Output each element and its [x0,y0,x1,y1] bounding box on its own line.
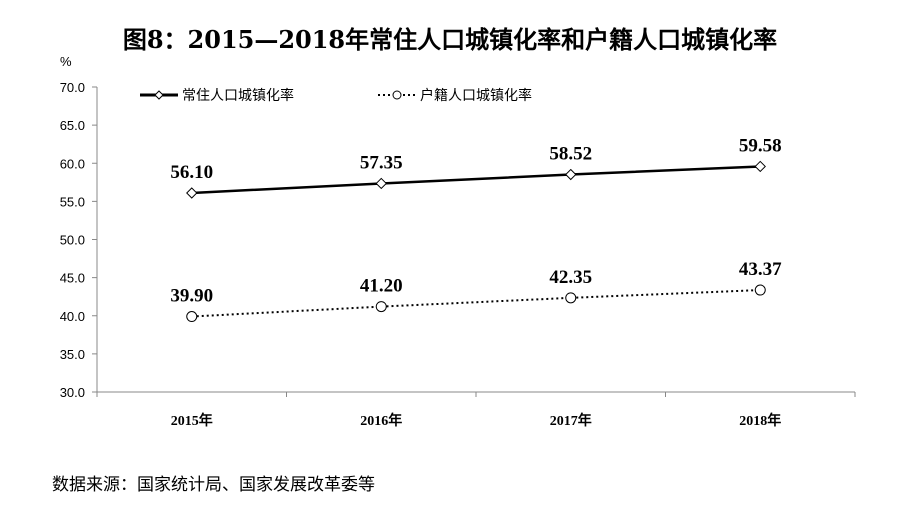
y-tick-label: 40.0 [60,309,85,324]
data-point [375,177,387,190]
y-tick-label: 30.0 [60,385,85,400]
series-line-2 [191,289,761,318]
y-tick-label: 70.0 [60,80,85,95]
data-point [186,311,198,323]
data-point [565,168,577,181]
data-label: 56.10 [170,162,213,183]
data-label: 39.90 [170,286,213,307]
x-tick-label: 2017年 [550,412,592,429]
legend-label: 常住人口城镇化率 [182,87,294,104]
data-point [565,292,577,304]
x-tick-label: 2018年 [739,412,781,429]
y-tick-label: 60.0 [60,156,85,171]
data-label: 58.52 [549,144,592,165]
y-tick-label: 35.0 [60,347,85,362]
data-point [754,160,766,173]
legend-marker [154,90,164,100]
data-point [754,284,766,296]
y-tick-label: 50.0 [60,233,85,248]
series-line-1 [191,165,761,195]
y-tick-label: 65.0 [60,118,85,133]
data-point [375,301,387,313]
data-label: 43.37 [739,259,782,280]
x-tick-label: 2016年 [360,412,402,429]
data-label: 41.20 [360,276,403,297]
source-note: 数据来源：国家统计局、国家发展改革委等 [52,475,375,495]
chart-title: 图8：2015—2018年常住人口城镇化率和户籍人口城镇化率 [123,25,777,54]
x-tick-label: 2015年 [171,412,213,429]
y-tick-label: 55.0 [60,194,85,209]
y-tick-label: 45.0 [60,271,85,286]
legend-label: 户籍人口城镇化率 [420,87,532,104]
data-point [186,187,198,199]
data-label: 57.35 [360,152,403,173]
data-label: 42.35 [549,267,592,288]
legend-marker [392,90,402,100]
data-label: 59.58 [739,135,782,156]
y-axis-unit: % [60,54,72,69]
